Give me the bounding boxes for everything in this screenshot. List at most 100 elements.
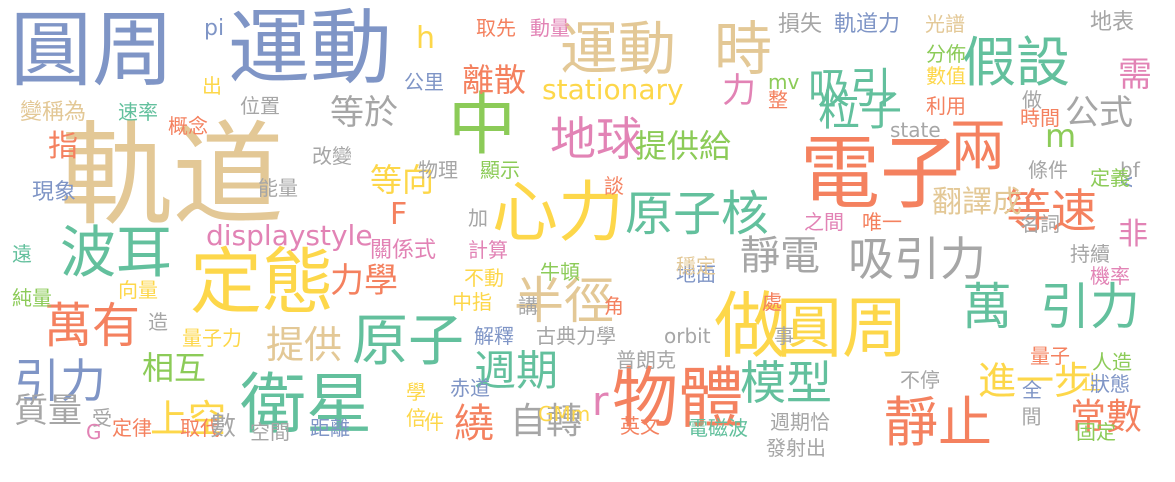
cloud-word: 整 [768,88,788,112]
cloud-word: h [416,21,436,56]
cloud-word: 固定 [1076,420,1116,444]
cloud-word: 等於 [330,93,398,133]
cloud-word: 受 [92,406,112,430]
cloud-word: 週期恰 [770,410,830,434]
cloud-word: 分佈 [926,42,966,66]
cloud-word: 非 [1118,217,1148,252]
cloud-word: 學 [406,380,426,404]
cloud-word: 止 [1078,372,1102,392]
cloud-word: 吸引 [808,64,893,113]
cloud-word: 能量 [258,176,298,200]
cloud-word: 常數 [1070,397,1143,438]
cloud-word: 位置 [240,94,280,118]
cloud-word: 兩 [950,115,1006,180]
cloud-word: 引力 [1040,278,1140,336]
cloud-word: 等向 [370,161,435,199]
cloud-word: F [390,197,408,232]
cloud-word: 計算 [468,238,508,262]
cloud-word: 提供 [266,323,343,367]
cloud-word: 數值 [926,64,966,88]
cloud-word: 自轉 [510,401,583,442]
cloud-word: 力學 [330,261,398,301]
cloud-word: 運動 [560,15,677,83]
cloud-word: 時間 [1020,106,1060,130]
cloud-word: 原子 [352,309,464,374]
cloud-word: 等速 [1005,184,1097,238]
cloud-word: 時 [714,15,773,83]
cloud-word: 吸引力 [848,232,986,286]
cloud-word: 顯示 [480,158,520,182]
cloud-word: 名詞 [1020,212,1060,236]
cloud-word: 圓周 [776,290,908,367]
cloud-word: 做 [1022,88,1042,112]
cloud-word: 中 [448,86,517,165]
cloud-word: 談 [604,174,624,198]
cloud-word: 現象 [32,180,77,205]
cloud-word: 角 [604,294,624,318]
cloud-word: 質量 [14,391,82,431]
cloud-word: 繞 [454,401,494,447]
cloud-word: 遠 [12,242,32,266]
cloud-word: 講 [518,294,538,318]
cloud-word: 取先 [476,16,516,40]
cloud-word: 做 [714,284,787,368]
cloud-word: 離散 [462,61,527,99]
cloud-word: 倍 [406,406,426,430]
cloud-word: 改變 [312,144,352,168]
cloud-word: 動量 [530,16,570,40]
cloud-word: bf [1120,158,1140,182]
cloud-word: 處 [762,290,782,314]
cloud-word: 中指 [452,290,492,314]
cloud-word: 原子核 [625,186,770,242]
cloud-word: 力 [722,71,756,111]
cloud-word: 赤道 [450,376,490,400]
cloud-word: 概念 [168,114,208,138]
cloud-word: 粒子 [818,86,903,135]
cloud-word: 提供給 [635,127,732,165]
cloud-word: 地表 [1090,10,1135,35]
cloud-word: 靜電 [740,233,820,279]
cloud-word: 半徑 [514,272,614,330]
cloud-word: pi [204,16,225,41]
cloud-word: 之間 [804,210,844,234]
cloud-word: 引力 [14,354,106,408]
cloud-word: 量子 [1030,344,1070,368]
cloud-word: G [86,420,102,444]
cloud-word: 公式 [1065,93,1133,133]
cloud-word: 模型 [740,356,832,410]
cloud-word: 條件 [1028,158,1068,182]
cloud-word: 件 [424,410,444,434]
cloud-word: 定態 [190,240,335,324]
cloud-word: 唯一 [862,210,902,234]
cloud-word: 數 [210,412,237,442]
cloud-word: 上空 [150,397,227,441]
cloud-word: 普朗克 [616,348,676,372]
cloud-word: 牛頓 [540,260,580,284]
cloud-word: 加 [468,206,488,230]
cloud-word: 空間 [250,420,290,444]
cloud-word: 造 [148,310,168,334]
cloud-word: 電子 [800,127,960,220]
cloud-word: 假設 [962,31,1070,94]
cloud-word: 古典力學 [536,324,616,348]
cloud-word: m [1045,117,1077,155]
cloud-word: 翻譯成 [932,185,1022,220]
cloud-word: v [1116,176,1140,188]
cloud-word: 需 [1118,55,1152,95]
cloud-word: 週期 [474,346,559,395]
cloud-word: orbit [664,324,711,348]
cloud-word: 發射出 [766,436,826,460]
cloud-word: 光譜 [925,12,965,36]
cloud-word: 公里 [404,70,444,94]
cloud-word: 電磁波 [688,416,748,440]
cloud-word: 解釋 [474,324,514,348]
cloud-word: 地面 [676,262,716,286]
cloud-word: 軌道力 [834,12,901,37]
cloud-word: 物體 [612,360,744,437]
cloud-word: 物理 [418,158,458,182]
cloud-word: GMm [538,402,591,426]
cloud-word: 不停 [900,368,940,392]
cloud-word: 衛星 [240,366,372,443]
cloud-word: stationary [542,73,684,106]
cloud-word: 關係式 [370,238,437,263]
